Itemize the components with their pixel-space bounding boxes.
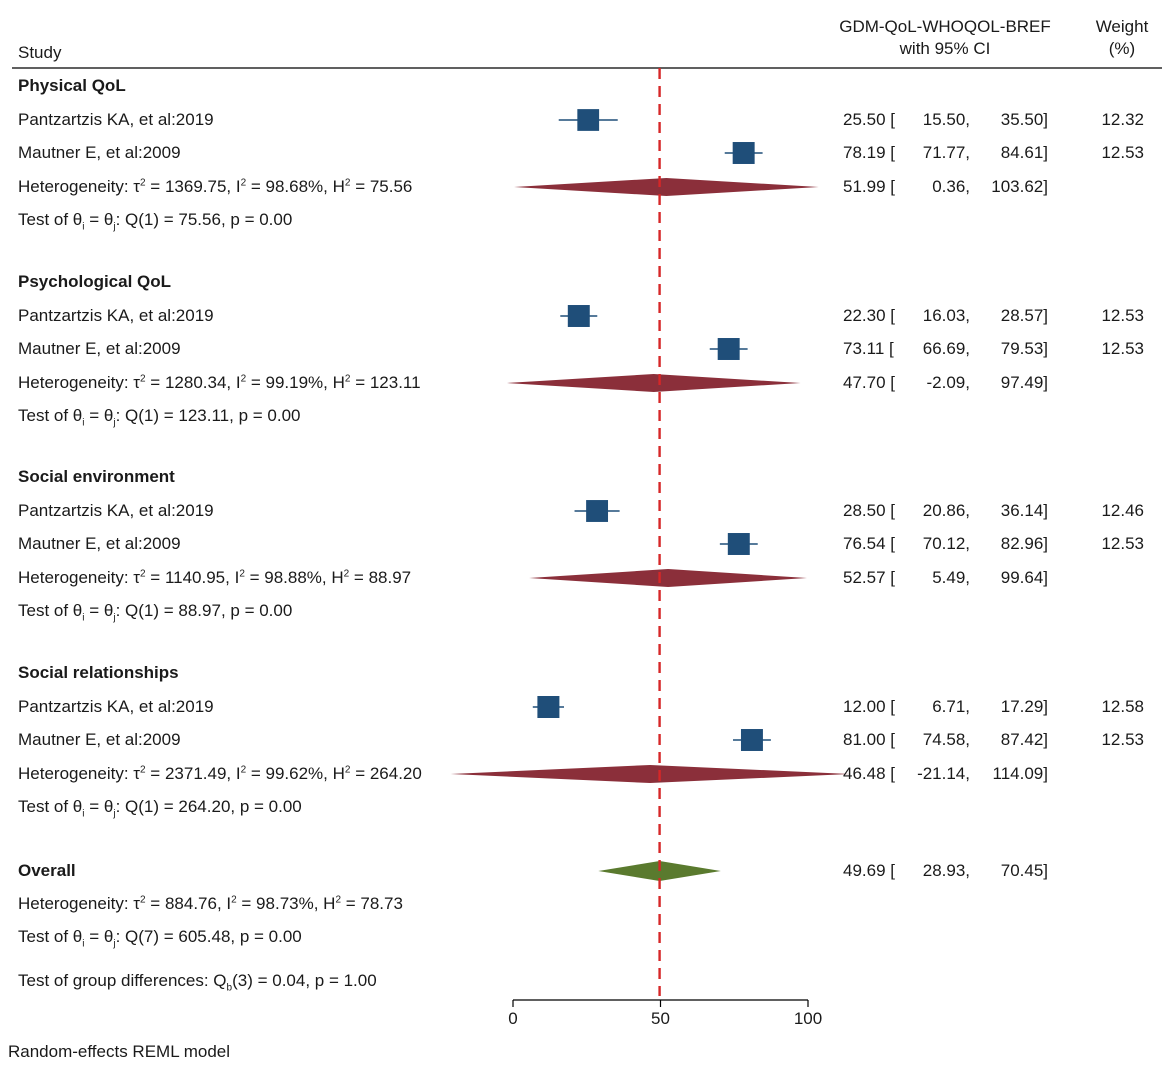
group-3-study-1-estimate: 28.50 [ (843, 501, 895, 520)
group-3-test: Test of θi = θj: Q(1) = 88.97, p = 0.00 (18, 601, 293, 624)
group-3-pooled-ci-upper: 99.64] (1000, 568, 1048, 587)
group-3-study-1-label: Pantzartzis KA, et al:2019 (18, 501, 214, 520)
group-3-study-2-ci-lower: 70.12, (922, 534, 970, 553)
group-1-test: Test of θi = θj: Q(1) = 75.56, p = 0.00 (18, 210, 293, 233)
model-note: Random-effects REML model (8, 1042, 231, 1061)
group-3-study-1-ci-lower: 20.86, (922, 501, 970, 520)
group-4-study-1-ci-upper: 17.29] (1000, 697, 1048, 716)
group-2-pooled-ci-upper: 97.49] (1000, 373, 1048, 392)
group-1-title: Physical QoL (18, 76, 126, 95)
group-2-study-1-marker (567, 305, 590, 327)
study-column-header: Study (18, 43, 62, 62)
group-4-study-1-label: Pantzartzis KA, et al:2019 (18, 697, 214, 716)
group-1-study-2-ci-lower: 71.77, (922, 143, 970, 162)
group-3-heterogeneity: Heterogeneity: τ2 = 1140.95, I2 = 98.88%… (18, 568, 412, 587)
group-2-heterogeneity: Heterogeneity: τ2 = 1280.34, I2 = 99.19%… (18, 373, 421, 392)
overall-estimate: 49.69 [ (843, 861, 895, 880)
group-3-study-2-weight: 12.53 (1101, 534, 1144, 553)
group-3-study-1-ci-upper: 36.14] (1000, 501, 1048, 520)
group-3-study-1-marker (586, 500, 609, 522)
effect-header-line2: with 95% CI (899, 39, 991, 59)
group-2-pooled-diamond (506, 374, 801, 392)
group-3-pooled-ci-lower: 5.49, (932, 568, 970, 587)
group-1-study-2-label: Mautner E, et al:2009 (18, 143, 181, 162)
x-tick-label-100: 100 (793, 1009, 823, 1028)
group-1-study-2-ci-upper: 84.61] (1000, 143, 1048, 162)
group-3-study-2-ci-upper: 82.96] (1000, 534, 1048, 553)
group-1-study-1-label: Pantzartzis KA, et al:2019 (18, 110, 214, 129)
group-2-title: Psychological QoL (18, 272, 172, 291)
group-4-study-1-estimate: 12.00 [ (843, 697, 895, 716)
x-tick-label-50: 50 (651, 1009, 670, 1028)
group-2-study-1-estimate: 22.30 [ (843, 306, 895, 325)
effect-header-line1: GDM-QoL-WHOQOL-BREF (839, 17, 1051, 36)
group-4-pooled-diamond (450, 765, 850, 783)
group-2-study-1-label: Pantzartzis KA, et al:2019 (18, 306, 214, 325)
group-4-study-2-weight: 12.53 (1101, 730, 1144, 749)
group-2-study-2-weight: 12.53 (1101, 339, 1144, 358)
group-4-title: Social relationships (18, 663, 179, 682)
group-3-pooled-diamond (529, 569, 807, 587)
overall-title: Overall (18, 861, 76, 880)
overall-test: Test of θi = θj: Q(7) = 605.48, p = 0.00 (18, 927, 302, 950)
group-1-study-2-estimate: 78.19 [ (843, 143, 895, 162)
group-4-study-1-marker (537, 696, 560, 718)
group-2-study-2-estimate: 73.11 [ (843, 339, 894, 358)
group-2-study-1-ci-upper: 28.57] (1000, 306, 1048, 325)
group-2-study-2-marker (717, 338, 740, 360)
group-4-study-1-ci-lower: 6.71, (932, 697, 970, 716)
group-3-study-2-marker (727, 533, 750, 555)
weight-header-line2: (%) (1108, 39, 1136, 59)
group-4-pooled-ci-lower: -21.14, (917, 764, 970, 783)
group-4-study-2-estimate: 81.00 [ (843, 730, 895, 749)
group-2-study-2-ci-upper: 79.53] (1000, 339, 1048, 358)
effect-column-header: GDM-QoL-WHOQOL-BREF with 95% CI (800, 16, 1090, 60)
group-2-pooled-ci-lower: -2.09, (926, 373, 970, 392)
group-4-study-2-marker (740, 729, 763, 751)
group-1-pooled-ci-lower: 0.36, (932, 177, 970, 196)
group-3-study-1-weight: 12.46 (1101, 501, 1144, 520)
group-1-pooled-diamond (514, 178, 819, 196)
group-3-study-2-label: Mautner E, et al:2009 (18, 534, 181, 553)
group-2-study-2-label: Mautner E, et al:2009 (18, 339, 181, 358)
group-3-study-2-estimate: 76.54 [ (843, 534, 895, 553)
group-4-pooled-ci-upper: 114.09] (992, 764, 1048, 783)
group-2-pooled-estimate: 47.70 [ (843, 373, 895, 392)
overall-ci-upper: 70.45] (1000, 861, 1048, 880)
group-2-test: Test of θi = θj: Q(1) = 123.11, p = 0.00 (18, 406, 301, 429)
group-1-study-1-marker (577, 109, 600, 131)
group-differences-test: Test of group differences: Qb(3) = 0.04,… (18, 971, 377, 994)
group-4-study-2-ci-lower: 74.58, (922, 730, 970, 749)
weight-column-header: Weight (%) (1082, 16, 1162, 60)
group-1-pooled-estimate: 51.99 [ (843, 177, 895, 196)
group-4-study-2-label: Mautner E, et al:2009 (18, 730, 181, 749)
group-2-study-1-weight: 12.53 (1101, 306, 1144, 325)
group-4-study-1-weight: 12.58 (1101, 697, 1144, 716)
overall-ci-lower: 28.93, (922, 861, 970, 880)
overall-heterogeneity: Heterogeneity: τ2 = 884.76, I2 = 98.73%,… (18, 894, 403, 913)
group-1-study-2-weight: 12.53 (1101, 143, 1144, 162)
group-4-pooled-estimate: 46.48 [ (843, 764, 895, 783)
group-3-pooled-estimate: 52.57 [ (843, 568, 895, 587)
group-4-study-2-ci-upper: 87.42] (1000, 730, 1048, 749)
group-1-heterogeneity: Heterogeneity: τ2 = 1369.75, I2 = 98.68%… (18, 177, 413, 196)
group-1-study-2-marker (732, 142, 755, 164)
group-1-study-1-weight: 12.32 (1101, 110, 1144, 129)
group-4-heterogeneity: Heterogeneity: τ2 = 2371.49, I2 = 99.62%… (18, 764, 422, 783)
group-1-study-1-ci-lower: 15.50, (922, 110, 970, 129)
group-1-pooled-ci-upper: 103.62] (991, 177, 1048, 196)
group-2-study-2-ci-lower: 66.69, (922, 339, 970, 358)
weight-header-line1: Weight (1095, 17, 1149, 36)
group-3-title: Social environment (18, 467, 175, 486)
group-1-study-1-ci-upper: 35.50] (1000, 110, 1048, 129)
group-2-study-1-ci-lower: 16.03, (922, 306, 970, 325)
x-tick-label-0: 0 (508, 1009, 518, 1028)
group-4-test: Test of θi = θj: Q(1) = 264.20, p = 0.00 (18, 797, 302, 820)
group-1-study-1-estimate: 25.50 [ (843, 110, 895, 129)
